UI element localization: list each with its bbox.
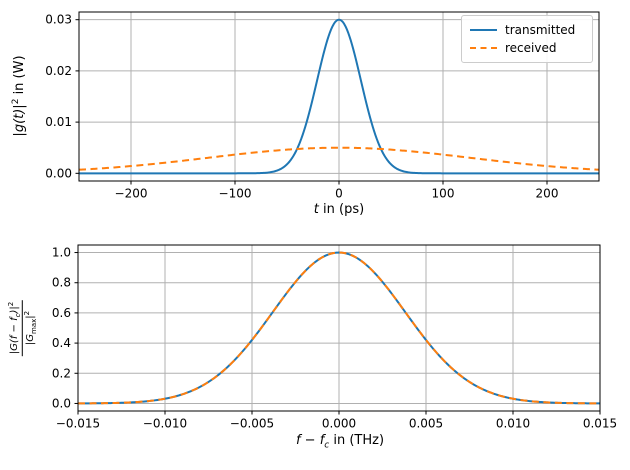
top-yaxis-label: |g(t)|2 in (W) [11,55,27,136]
ytick-label: 0.8 [52,276,71,290]
xtick-label: 0 [335,187,343,201]
ticks: −200 −100 0 100 200 0.00 0.01 0.02 0.03 [45,13,558,201]
series-curves [79,18,599,175]
xtick-label: −100 [219,187,252,201]
ytick-label: 0.03 [45,13,72,27]
legend: transmitted received [461,15,593,63]
bottom-xaxis-label-var: f − f [295,433,325,448]
fraction-denominator-sup: 2 [22,310,31,316]
top-yaxis-label-math: |g(t)| [12,104,28,137]
xtick-label: 0.015 [583,417,617,431]
top-yaxis-label-rest: in (W) [12,55,28,99]
ytick-label: 0.6 [52,306,71,320]
fraction-numerator-sup: 2 [6,301,15,307]
fraction-denominator-close: | [25,315,37,319]
legend-line-solid-icon [470,29,497,31]
top-xaxis-label: t in (ps) [314,202,364,217]
series-curves [78,251,600,405]
ytick-label: 1.0 [52,246,71,260]
curve-transmitted [79,18,599,175]
fraction-numerator-sub: c [13,313,22,318]
ytick-label: 0.4 [52,336,71,350]
legend-line-dashed-icon [470,47,497,49]
legend-label-transmitted: transmitted [505,23,576,37]
xtick-label: −0.010 [143,417,187,431]
bottom-yaxis-label: |G(f − fc)|2 |Gmax|2 [6,299,38,357]
fraction-denominator: |Gmax|2 [23,311,38,345]
curve-received [78,251,600,405]
top-xaxis-label-rest: in (ps) [318,202,365,217]
xtick-label: −200 [115,187,148,201]
curve-received [79,146,599,171]
frequency-domain-plot: −0.015 −0.010 −0.005 0.000 0.005 0.010 0.015 0.… [52,244,617,431]
ytick-label: 0.2 [52,366,71,380]
xtick-label: 0.000 [322,417,356,431]
legend-item-transmitted: transmitted [470,21,584,39]
ytick-label: 0.00 [45,166,72,180]
axes-frame [78,11,600,182]
xtick-label: 0.005 [409,417,443,431]
bottom-xaxis-label-sub: c [324,440,330,451]
xtick-label: −0.015 [56,417,100,431]
fraction-denominator-sub: max [30,318,39,334]
bottom-xaxis-label-rest: in (THz) [329,433,385,448]
top-yaxis-label-sup: 2 [10,98,21,105]
xtick-label: −0.005 [230,417,274,431]
fraction-numerator: |G(f − fc)|2 [6,299,23,357]
xtick-label: 100 [432,187,455,201]
xtick-label: 200 [536,187,559,201]
ticks: −0.015 −0.010 −0.005 0.000 0.005 0.010 0.015 0.… [52,246,617,431]
axes-frame [77,244,601,412]
fraction-denominator-main: |G [25,334,37,346]
bottom-yaxis-fraction: |G(f − fc)|2 |Gmax|2 [6,299,38,357]
fraction-numerator-main: |G(f − f [8,317,20,355]
top-xaxis-label-var: t [313,202,319,217]
fraction-numerator-close: )| [8,306,20,314]
bottom-xaxis-label: f − fc in (THz) [296,433,384,451]
ytick-label: 0.02 [45,64,72,78]
xtick-label: 0.010 [496,417,530,431]
legend-label-received: received [505,41,557,55]
ytick-label: 0.01 [45,115,72,129]
legend-item-received: received [470,39,584,57]
ytick-label: 0.0 [52,396,71,410]
